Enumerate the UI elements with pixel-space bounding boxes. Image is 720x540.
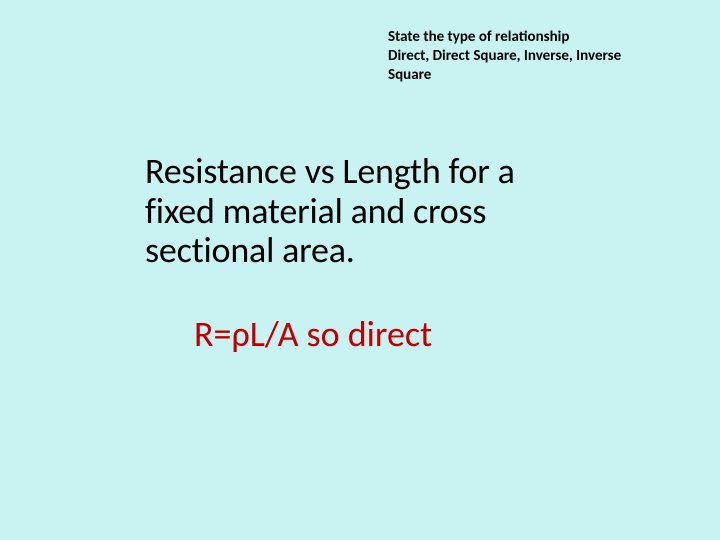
header-block: State the type of relationship Direct, D… bbox=[388, 28, 688, 84]
header-line-3: Square bbox=[388, 66, 688, 85]
question-block: Resistance vs Length for a fixed materia… bbox=[145, 152, 625, 271]
answer-block: R=ρL/A so direct bbox=[194, 314, 654, 355]
question-line-1: Resistance vs Length for a bbox=[145, 152, 625, 192]
header-line-1: State the type of relationship bbox=[388, 28, 688, 47]
slide: State the type of relationship Direct, D… bbox=[0, 0, 720, 540]
answer-text: R=ρL/A so direct bbox=[194, 314, 654, 355]
question-line-3: sectional area. bbox=[145, 231, 625, 271]
question-line-2: fixed material and cross bbox=[145, 192, 625, 232]
header-line-2: Direct, Direct Square, Inverse, Inverse bbox=[388, 47, 688, 66]
